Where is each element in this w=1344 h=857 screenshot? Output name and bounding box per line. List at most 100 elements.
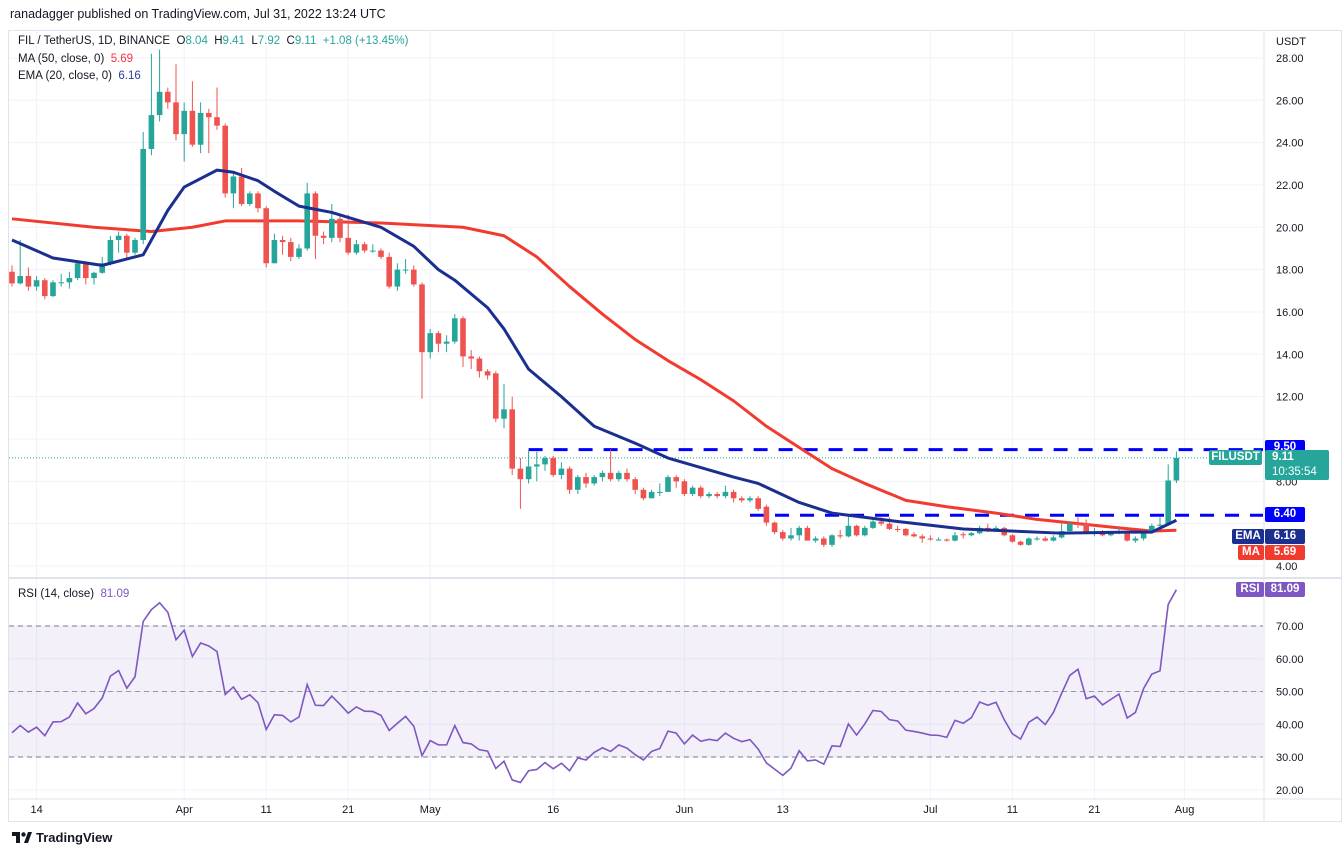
time-tick-label: 11 [260,804,271,816]
candle [665,474,671,492]
candle [607,449,614,482]
candle-body [878,521,884,524]
candle [247,191,253,207]
candle [648,489,655,499]
candle [25,267,32,291]
time-axis[interactable]: 14 Apr 11 21 May 16 Jun 13 Jul 11 21 Aug [30,804,1194,816]
candle [66,271,73,289]
candle [1165,464,1171,526]
tradingview-logo[interactable]: TradingView [12,830,112,845]
candle-body [33,280,40,287]
candle [132,237,138,255]
candle [452,314,458,344]
candle [804,525,811,541]
candle [894,525,901,533]
candle-body [1017,541,1024,545]
low-value: 7.92 [257,35,281,47]
candle-body [468,356,474,359]
candle [763,504,770,526]
candle [1132,536,1139,543]
candle [673,474,679,488]
candle-body [1108,533,1114,536]
price-axis[interactable]: 28.00 26.00 24.00 22.00 20.00 18.00 16.00 14.00… [1276,53,1304,573]
candle-body [862,527,868,536]
candle [944,538,950,542]
tradingview-brand: TradingView [36,830,113,845]
candle [829,534,835,547]
candle-body [1173,457,1180,481]
rsi-legend-value: 81.09 [100,588,130,600]
candle-body [796,527,802,536]
candle-body [1067,523,1073,532]
candle [1075,517,1081,528]
candle [337,214,343,243]
candle [165,87,171,109]
candle [419,282,425,399]
candle-body [730,491,737,499]
candle-body [66,278,73,283]
candle-body [222,125,228,194]
candle-body [1034,538,1040,540]
candle-body [583,477,589,484]
ma50-line [11,217,1177,533]
candle [1042,536,1048,542]
candle-body [312,193,319,236]
candle [706,491,712,499]
candle-body [271,239,278,264]
candle [378,248,384,260]
candle [845,515,852,538]
candle-body [206,112,212,118]
candle-body [1124,532,1130,541]
candle [550,455,556,478]
candle-body [821,538,827,545]
candle-body [673,477,679,482]
rsi-guides [9,625,1263,758]
candle-body [927,538,934,540]
candle [214,87,220,130]
time-tick-label: Jul [923,804,937,816]
ema-legend[interactable]: EMA (20, close, 0) 6.16 [18,70,141,82]
candle [124,233,130,260]
candle-body [566,468,573,490]
ma-tag-badge: MA [1238,544,1264,560]
candle [50,280,56,298]
price-tick-label: 22.00 [1276,180,1304,192]
candle-body [1165,480,1171,525]
ema-legend-value: 6.16 [118,70,141,82]
candle-body [780,532,786,539]
candle [279,235,286,255]
candle-body [837,535,843,537]
candle-body [1132,538,1139,541]
close-label: C [286,35,295,47]
candle [312,191,319,260]
candle [386,252,392,289]
candle [952,532,958,542]
candle [484,369,491,380]
candle [624,468,630,482]
candle-body [124,235,130,253]
rsi-axis[interactable]: 70.00 60.00 50.00 40.00 30.00 20.00 [1276,621,1304,797]
candle [640,487,647,501]
candle [304,182,310,251]
candle [361,242,368,253]
candle-body [189,110,196,145]
candle [353,239,360,255]
candle [493,371,499,423]
candle-body [550,458,556,475]
candle-body [42,280,48,297]
candle [1173,451,1180,484]
candle [911,532,917,538]
symbol-legend[interactable]: FIL / TetherUS, 1D, BINANCE O8.04 H9.41 … [18,35,408,47]
candle-body [681,481,688,495]
ma-legend[interactable]: MA (50, close, 0) 5.69 [18,53,133,65]
candle [9,265,15,287]
candle-body [288,242,294,257]
ema-price-badge: 6.16 [1265,528,1305,544]
candle [575,474,581,495]
candle-body [443,341,450,344]
candle-body [853,525,860,536]
candle-body [255,193,261,209]
candle [1050,535,1057,542]
rsi-legend[interactable]: RSI (14, close) 81.09 [18,588,129,600]
